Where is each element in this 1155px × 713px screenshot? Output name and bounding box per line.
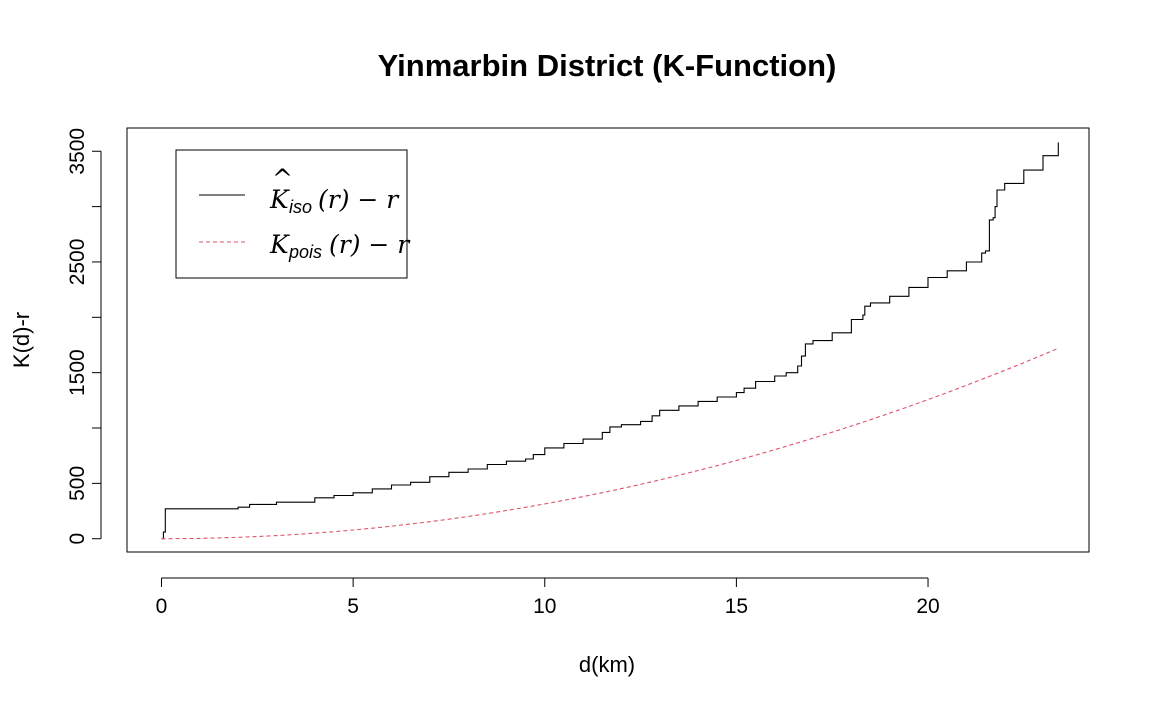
legend: ^ K iso (r) − r K pois (r) − r xyxy=(175,149,411,279)
series-line-k-iso xyxy=(161,142,1059,540)
plot-frame xyxy=(126,127,1090,553)
x-axis: 0 5 10 15 20 xyxy=(156,577,940,618)
legend-k-iso-main: K xyxy=(269,185,290,214)
y-tick-label: 2500 xyxy=(66,239,89,286)
y-axis-label: K(d)-r xyxy=(9,312,34,368)
legend-k-iso-hat: ^ xyxy=(272,164,293,193)
legend-k-pois-rest: (r) − r xyxy=(329,230,411,259)
x-tick-label: 10 xyxy=(533,595,556,618)
y-tick-label: 500 xyxy=(66,466,89,501)
y-tick-label: 0 xyxy=(66,533,89,545)
series-line-k-pois xyxy=(161,347,1059,540)
legend-label-k-iso: ^ K iso (r) − r xyxy=(269,164,400,217)
y-axis: 0 500 1500 2500 3500 xyxy=(66,128,102,545)
x-tick-label: 5 xyxy=(347,595,359,618)
chart-title: Yinmarbin District (K-Function) xyxy=(378,48,837,83)
legend-k-pois-main: K xyxy=(269,230,290,259)
legend-k-iso-rest: (r) − r xyxy=(318,185,400,214)
legend-box xyxy=(175,149,408,279)
x-axis-label: d(km) xyxy=(579,652,635,677)
x-tick-label: 15 xyxy=(725,595,748,618)
y-tick-label: 3500 xyxy=(66,128,89,175)
y-tick-label: 1500 xyxy=(66,349,89,396)
legend-label-k-pois: K pois (r) − r xyxy=(269,230,411,262)
x-tick-label: 20 xyxy=(916,595,939,618)
series-layer xyxy=(161,142,1059,540)
legend-k-iso-sub: iso xyxy=(289,197,312,217)
legend-k-pois-sub: pois xyxy=(288,242,322,262)
x-tick-label: 0 xyxy=(156,595,168,618)
